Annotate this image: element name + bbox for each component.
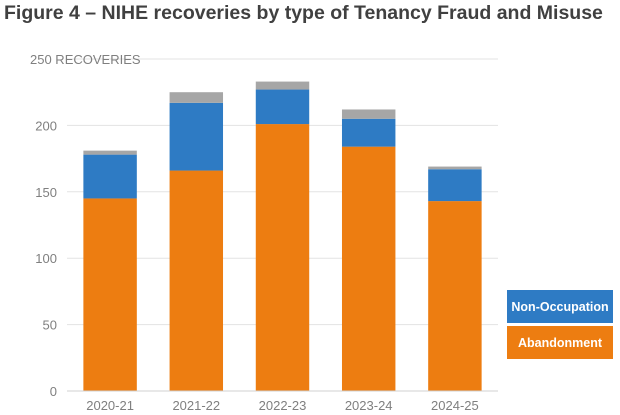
x-tick-label: 2020-21 bbox=[86, 398, 134, 413]
bar-segment-other-2020-21 bbox=[83, 150, 137, 155]
x-tick-label: 2021-22 bbox=[172, 398, 220, 413]
y-tick-label: 50 bbox=[43, 318, 57, 333]
y-tick-label: 0 bbox=[50, 384, 57, 399]
bar-segment-abandonment-2021-22 bbox=[169, 170, 224, 391]
bar-segment-abandonment-2020-21 bbox=[83, 198, 137, 391]
bar-segment-other-2024-25 bbox=[428, 166, 482, 170]
y-tick-label: 150 bbox=[35, 185, 57, 200]
bar-segment-non-occupation-2023-24 bbox=[341, 118, 396, 147]
bar-segment-abandonment-2024-25 bbox=[428, 201, 482, 391]
legend-abandonment: Abandonment bbox=[507, 326, 613, 359]
bar-segment-other-2021-22 bbox=[169, 92, 224, 103]
bar-segment-other-2023-24 bbox=[341, 109, 396, 119]
bar-segment-abandonment-2023-24 bbox=[341, 146, 396, 391]
bar-segment-abandonment-2022-23 bbox=[255, 124, 310, 392]
bar-segment-non-occupation-2020-21 bbox=[83, 154, 137, 199]
bar-segment-non-occupation-2022-23 bbox=[255, 89, 310, 125]
bars bbox=[83, 81, 482, 392]
bar-segment-non-occupation-2021-22 bbox=[169, 102, 224, 171]
y-tick-label: 200 bbox=[35, 118, 57, 133]
axes: 0 50 100 150 200 250 RECOVERIES 2020-21 2021-22… bbox=[30, 52, 498, 413]
y-tick-label: 100 bbox=[35, 251, 57, 266]
y-tick-label: 250 RECOVERIES bbox=[30, 52, 141, 67]
bar-segment-non-occupation-2024-25 bbox=[428, 169, 482, 202]
bar-segment-other-2022-23 bbox=[255, 81, 310, 90]
x-tick-label: 2023-24 bbox=[345, 398, 393, 413]
chart-title: Figure 4 – NIHE recoveries by type of Te… bbox=[4, 2, 603, 24]
legend-non-occupation: Non-Occupation bbox=[507, 290, 613, 323]
x-tick-label: 2024-25 bbox=[431, 398, 479, 413]
x-tick-label: 2022-23 bbox=[259, 398, 307, 413]
